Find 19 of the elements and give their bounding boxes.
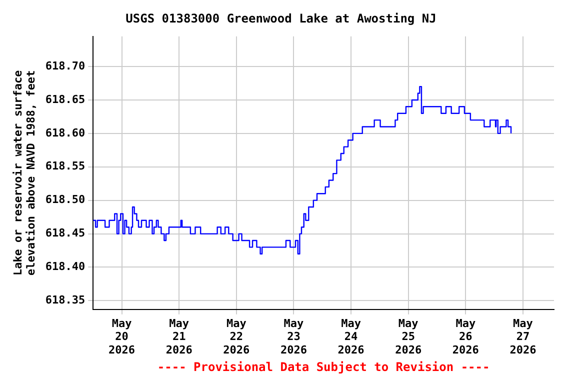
text: ---- Provisional Data Subject to Revision ---- <box>157 360 490 374</box>
y-tick-label: 618.35 <box>45 294 86 307</box>
y-tick-label: 618.65 <box>45 92 86 106</box>
x-tick-label: May 23 2026 <box>280 316 308 356</box>
y-tick-label: 618.40 <box>45 260 86 274</box>
y-tick-label: 618.60 <box>45 126 86 140</box>
x-tick-label: May 21 2026 <box>166 316 193 356</box>
x-tick-label: May 20 2026 <box>108 316 136 356</box>
chart-title: USGS 01383000 Greenwood Lake at Awosting NJ <box>126 11 436 26</box>
x-tick-label: May 26 2026 <box>452 316 480 356</box>
x-tick-label: May 24 2026 <box>338 316 365 356</box>
y-tick-label: 618.50 <box>45 193 86 206</box>
y-tick-label: 618.45 <box>45 226 86 240</box>
x-tick-label: May 25 2026 <box>395 316 422 356</box>
x-tick-label: May 27 2026 <box>510 316 537 356</box>
y-tick-label: 618.70 <box>45 59 86 72</box>
y-tick-label: 618.55 <box>45 160 86 173</box>
x-tick-label: May 22 2026 <box>223 316 250 356</box>
y-axis-title: Lake or reservoir water surface elevation above NAVD 1988, feet <box>11 70 38 276</box>
